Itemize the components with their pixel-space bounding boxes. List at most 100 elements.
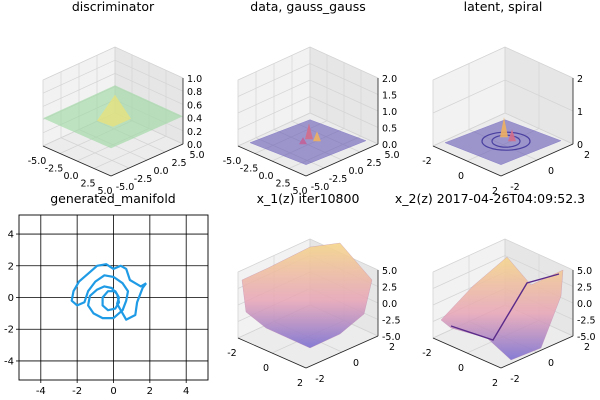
title-latent: latent, spiral	[464, 0, 543, 14]
z-grid-line	[237, 238, 379, 273]
title-data: data, gauss_gauss	[250, 0, 365, 14]
y-axis-line	[500, 335, 574, 369]
z-tick-label: 5.0	[577, 266, 592, 277]
title-generated: generated_manifold	[50, 191, 176, 206]
z-tick-label: -2.5	[382, 316, 401, 327]
z-tick-label: 2	[577, 74, 583, 85]
z-tick-label: -5.0	[382, 332, 401, 343]
y-axis-line	[305, 335, 379, 369]
y-tick-label: -2	[315, 374, 324, 385]
x-tick-label: 2	[492, 186, 498, 197]
z-tick-label: 0.5	[382, 124, 397, 135]
y-tick-label: -2.5	[329, 174, 348, 185]
surface-fold	[450, 273, 560, 341]
y-tick-label: 2	[584, 150, 590, 161]
x-tick-label: -2.5	[45, 164, 64, 175]
z-tick-label: -5.0	[577, 332, 596, 343]
y-tick-label: 2.5	[171, 158, 186, 169]
x-axis-line	[42, 145, 112, 177]
y-tick-label: -2	[510, 182, 519, 193]
z-tick-label: 0.6	[187, 100, 202, 111]
x-tick-label: 4	[183, 386, 189, 397]
z-tick-label: 0.4	[187, 114, 202, 125]
surface-peak	[508, 129, 516, 142]
x-axis-line	[432, 337, 502, 369]
y-tick-label: -5.0	[116, 182, 135, 193]
title-discriminator: discriminator	[72, 0, 155, 14]
x-axis-line	[237, 145, 307, 177]
x-tick-label: -5.0	[223, 156, 242, 167]
y-tick-label: 0	[548, 358, 554, 369]
z-tick-label: 5.0	[382, 266, 397, 277]
y-axis-line	[110, 143, 184, 177]
z-grid-line	[237, 46, 379, 81]
x-tick-label: 0	[458, 363, 464, 374]
y-tick-label: 2	[8, 261, 14, 272]
z-tick-label: 0.0	[187, 140, 202, 151]
z-tick-label: 1	[577, 107, 583, 118]
x-axis-line	[237, 337, 307, 369]
y-axis-line	[305, 143, 379, 177]
x-tick-label: 2.5	[80, 179, 95, 190]
panel-data-gauss: -5.0-2.50.02.55.0 -5.0-2.50.02.55.00.00.5…	[223, 46, 400, 197]
x-tick-label: -4	[36, 386, 46, 397]
x-tick-label: -2	[422, 348, 431, 359]
y-tick-label: 0	[548, 166, 554, 177]
z-grid-line	[237, 79, 379, 114]
surface-peak	[500, 117, 508, 138]
x-tick-label: 0	[458, 171, 464, 182]
z-tick-label: 1.5	[382, 91, 397, 102]
z-tick-label: 0	[577, 140, 583, 151]
x-tick-label: 0	[263, 363, 269, 374]
z-grid-line	[237, 96, 379, 130]
z-tick-label: 0.0	[577, 299, 592, 310]
z-grid-line	[237, 63, 379, 97]
x-axis-line	[432, 145, 502, 177]
surface-peak	[313, 131, 321, 142]
panel-discriminator: -5.0-2.50.02.55.0 -5.0-2.50.02.55.00.00.2…	[28, 46, 205, 197]
x-tick-label: 2	[297, 378, 303, 389]
x-tick-label: -2.5	[240, 164, 259, 175]
x-tick-label: -2	[227, 348, 236, 359]
y-tick-label: 4	[8, 230, 14, 241]
title-x1: x_1(z) iter10800	[257, 191, 360, 206]
y-tick-label: 0.0	[348, 166, 363, 177]
z-tick-label: 1.0	[187, 74, 202, 85]
x-tick-label: 5.0	[97, 186, 112, 197]
z-tick-label: 2.5	[577, 283, 592, 294]
z-tick-label: 0.8	[187, 87, 202, 98]
x-tick-label: 2	[147, 386, 153, 397]
y-tick-label: -2.5	[134, 174, 153, 185]
surface-peak	[97, 94, 131, 127]
y-tick-label: 0	[353, 358, 359, 369]
y-axis-line	[500, 143, 574, 177]
x-tick-label: 2.5	[275, 179, 290, 190]
panel-x1: -202 -202-5.0-2.50.02.55.0	[227, 238, 401, 389]
manifold-curve	[70, 263, 148, 321]
z-grid-line	[42, 73, 184, 107]
y-tick-label: 0	[8, 293, 14, 304]
panel-generated-manifold: -4 -2 0 2 4 -4 -2 0 2 4	[4, 214, 209, 397]
y-tick-label: 5.0	[189, 150, 204, 161]
z-grid-line	[432, 46, 574, 81]
z-grid-line	[432, 79, 574, 114]
z-grid-line	[432, 238, 574, 273]
y-tick-label: -2	[510, 374, 519, 385]
x-tick-label: 5.0	[292, 186, 307, 197]
x-tick-label: 2	[492, 378, 498, 389]
z-tick-label: 0.2	[187, 127, 202, 138]
z-tick-label: 1.0	[382, 107, 397, 118]
z-tick-label: 0.0	[382, 140, 397, 151]
x-tick-label: -2	[422, 156, 431, 167]
z-grid-line	[237, 112, 379, 147]
y-tick-label: 2	[389, 342, 395, 353]
z-tick-label: 0.0	[382, 299, 397, 310]
z-grid-line	[432, 112, 574, 147]
surface-peak	[305, 123, 313, 140]
x-tick-label: -5.0	[28, 156, 47, 167]
y-tick-label: 2.5	[366, 158, 381, 169]
y-tick-label: 2	[584, 342, 590, 353]
x-tick-label: 0	[110, 386, 116, 397]
